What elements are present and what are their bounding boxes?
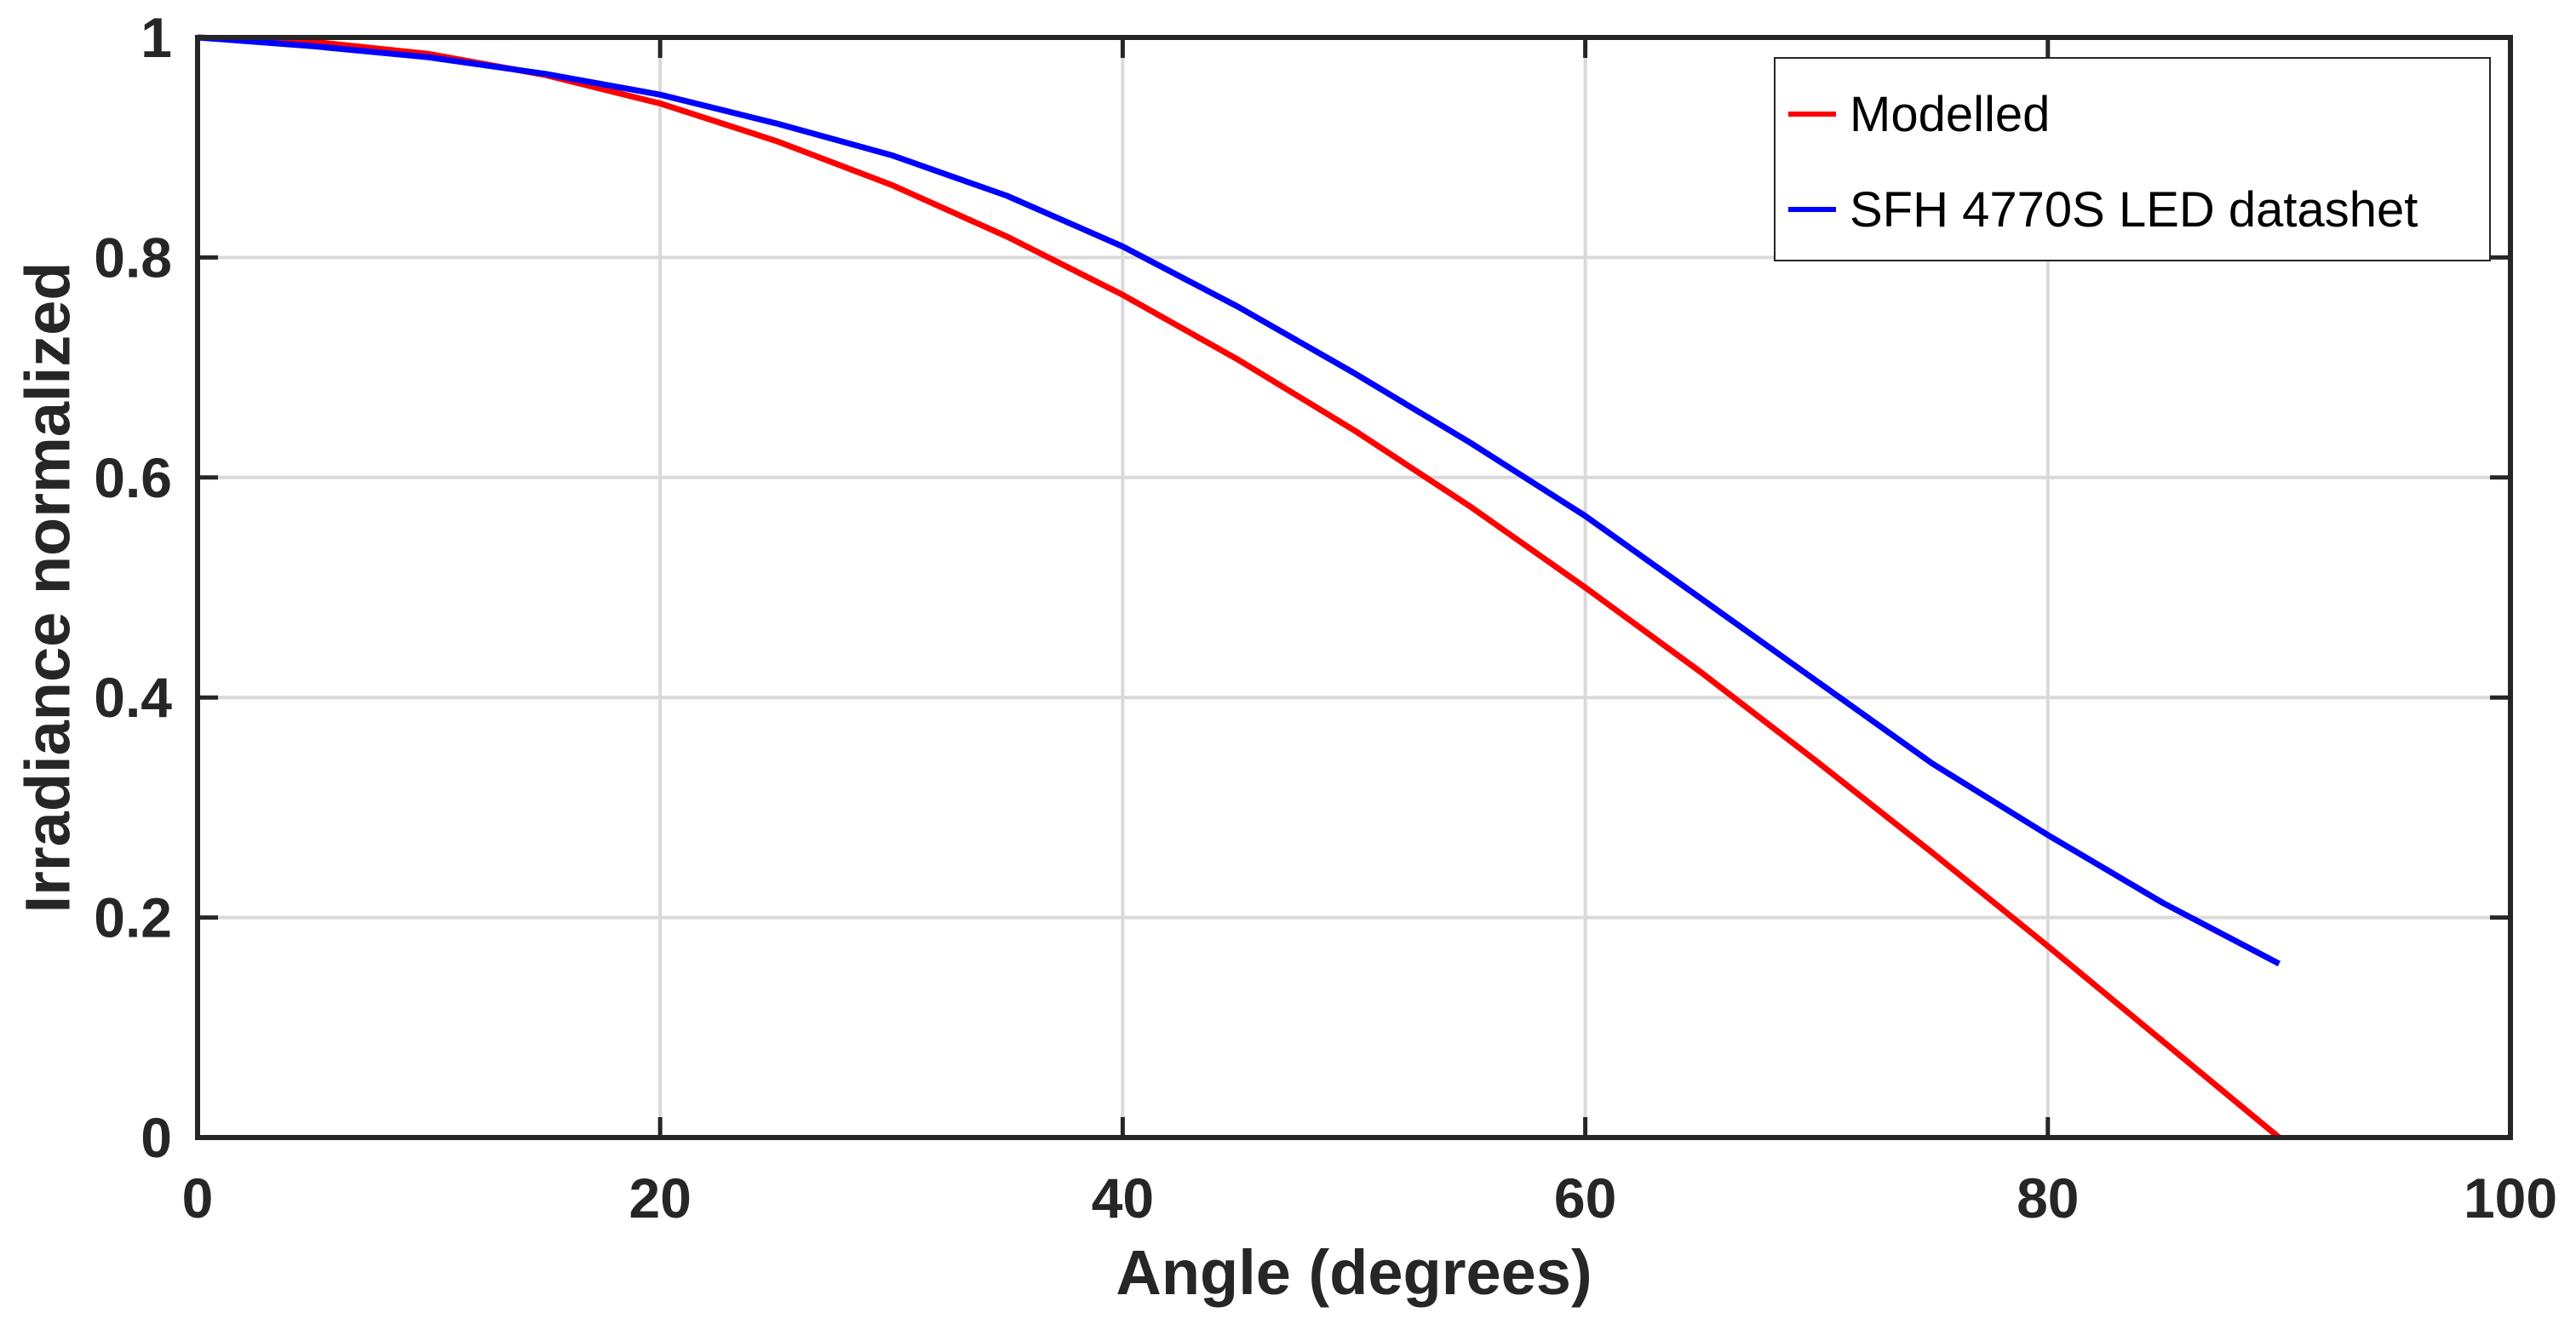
x-tick-label: 40 <box>1092 1166 1154 1229</box>
x-axis-label: Angle (degrees) <box>1116 1237 1592 1308</box>
y-axis-label: Irradiance normalized <box>13 262 83 914</box>
legend-label-modelled: Modelled <box>1850 87 2050 142</box>
y-tick-label: 0.2 <box>94 886 172 949</box>
legend: Modelled SFH 4770S LED datashet <box>1774 57 2491 261</box>
legend-box <box>1774 57 2491 261</box>
series-line-datasheet <box>197 34 2281 967</box>
legend-label-datasheet: SFH 4770S LED datashet <box>1850 182 2418 238</box>
tick-marks <box>195 35 2513 1140</box>
y-tick-label: 1 <box>141 6 172 69</box>
y-tick-label: 0 <box>141 1106 172 1169</box>
axes-box <box>195 35 2513 1140</box>
x-tick-label: 100 <box>2464 1166 2557 1229</box>
y-tick-label: 0.6 <box>94 446 172 509</box>
x-tick-label: 60 <box>1554 1166 1616 1229</box>
x-tick-label: 80 <box>2017 1166 2079 1229</box>
x-tick-label: 20 <box>628 1166 691 1229</box>
y-tick-labels: 0 0.2 0.4 0.6 0.8 1 <box>94 6 172 1169</box>
y-tick-label: 0.8 <box>94 226 172 289</box>
x-tick-labels: 0 20 40 60 80 100 <box>182 1166 2557 1229</box>
x-tick-label: 0 <box>182 1166 214 1229</box>
y-tick-label: 0.4 <box>94 666 172 729</box>
series-layer <box>197 34 2281 1140</box>
